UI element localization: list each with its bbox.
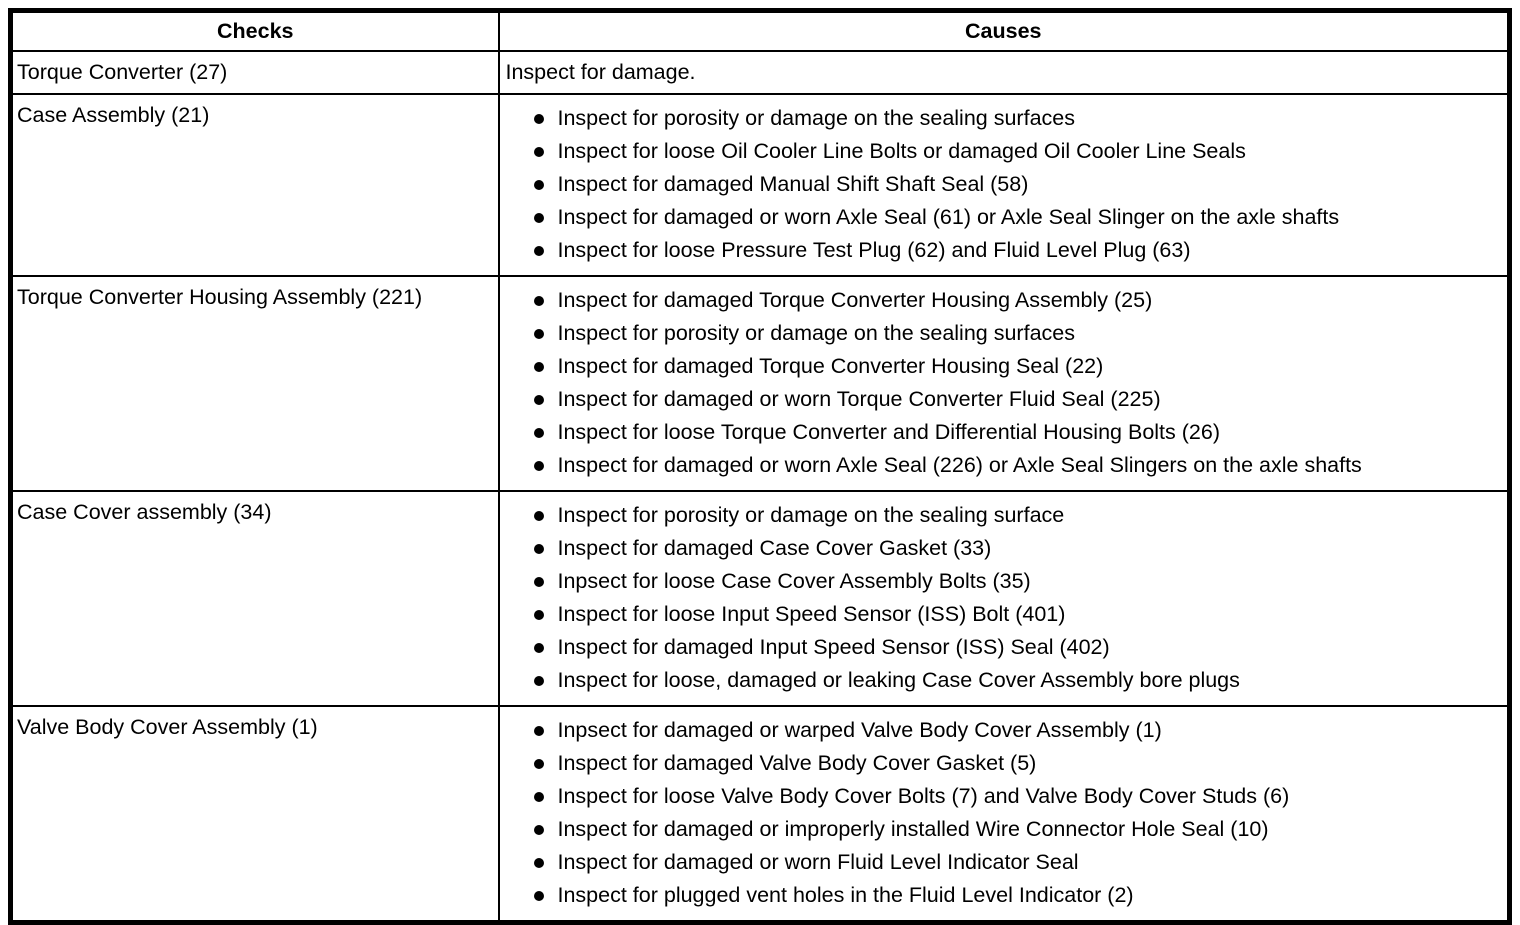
cause-text: Inspect for damaged or worn Axle Seal (6… [557, 205, 1340, 229]
cause-text: Inspect for damaged Torque Converter Hou… [557, 354, 1104, 378]
checks-causes-table: Checks Causes Torque Converter (27) Insp… [8, 8, 1512, 925]
cause-text: Inpsect for damaged or warped Valve Body… [557, 718, 1162, 742]
bullet-icon [533, 213, 544, 223]
bullet-icon [533, 147, 544, 157]
header-row: Checks Causes [9, 9, 1511, 52]
list-item: Inspect for porosity or damage on the se… [533, 317, 1502, 350]
cause-text: Inspect for damaged Manual Shift Shaft S… [557, 172, 1029, 196]
bullet-icon [533, 329, 544, 339]
bullet-icon [533, 643, 544, 653]
list-item: Inspect for loose, damaged or leaking Ca… [533, 664, 1502, 697]
cause-text: Inspect for loose Pressure Test Plug (62… [557, 238, 1191, 262]
bullet-icon [533, 395, 544, 405]
bullet-icon [533, 180, 544, 190]
cause-text: Inspect for damaged or worn Axle Seal (2… [557, 453, 1362, 477]
cause-text: Inpsect for loose Case Cover Assembly Bo… [557, 569, 1031, 593]
cause-text: Inspect for damaged Valve Body Cover Gas… [557, 751, 1037, 775]
bullet-icon [533, 610, 544, 620]
bullet-icon [533, 511, 544, 521]
cause-text: Inspect for damaged Torque Converter Hou… [557, 288, 1153, 312]
list-item: Inspect for damaged or worn Axle Seal (6… [533, 201, 1502, 234]
cause-text: Inspect for loose Valve Body Cover Bolts… [557, 784, 1290, 808]
bullet-icon [533, 246, 544, 256]
cause-text: Inspect for porosity or damage on the se… [557, 106, 1075, 130]
list-item: Inspect for damaged Valve Body Cover Gas… [533, 747, 1502, 780]
bullet-icon [533, 428, 544, 438]
bullet-icon [533, 461, 544, 471]
list-item: Inspect for damaged or worn Axle Seal (2… [533, 449, 1502, 482]
cause-list: Inspect for porosity or damage on the se… [506, 99, 1502, 271]
list-item: Inspect for damaged Manual Shift Shaft S… [533, 168, 1502, 201]
cause-cell: Inspect for porosity or damage on the se… [497, 490, 1511, 707]
list-item: Inspect for damaged or worn Torque Conve… [533, 383, 1502, 416]
list-item: Inspect for loose Oil Cooler Line Bolts … [533, 135, 1502, 168]
cause-text: Inspect for damaged or worn Torque Conve… [557, 387, 1161, 411]
bullet-icon [533, 544, 544, 554]
bullet-icon [533, 792, 544, 802]
bullet-icon [533, 759, 544, 769]
cause-text: Inspect for loose Oil Cooler Line Bolts … [557, 139, 1246, 163]
bullet-icon [533, 726, 544, 736]
check-label: Valve Body Cover Assembly (1) [9, 705, 500, 924]
list-item: Inspect for loose Input Speed Sensor (IS… [533, 598, 1502, 631]
cause-text-plain: Inspect for damage. [497, 50, 1511, 95]
cause-cell: Inspect for damaged Torque Converter Hou… [497, 275, 1511, 492]
cause-list: Inspect for porosity or damage on the se… [506, 496, 1502, 701]
bullet-icon [533, 577, 544, 587]
check-label: Torque Converter Housing Assembly (221) [9, 275, 500, 492]
check-label: Torque Converter (27) [9, 50, 500, 95]
list-item: Inspect for porosity or damage on the se… [533, 102, 1502, 135]
page: Checks Causes Torque Converter (27) Insp… [8, 8, 1512, 925]
list-item: Inspect for damaged Input Speed Sensor (… [533, 631, 1502, 664]
list-item: Inspect for damaged or improperly instal… [533, 813, 1502, 846]
cause-text: Inspect for damaged Input Speed Sensor (… [557, 635, 1110, 659]
cause-cell: Inspect for porosity or damage on the se… [497, 93, 1511, 277]
list-item: Inspect for porosity or damage on the se… [533, 499, 1502, 532]
table-row: Valve Body Cover Assembly (1) Inpsect fo… [9, 705, 1511, 924]
list-item: Inspect for damaged Torque Converter Hou… [533, 284, 1502, 317]
bullet-icon [533, 114, 544, 124]
table-row: Torque Converter Housing Assembly (221) … [9, 275, 1511, 492]
list-item: Inpsect for damaged or warped Valve Body… [533, 714, 1502, 747]
list-item: Inspect for damaged Torque Converter Hou… [533, 350, 1502, 383]
cause-text: Inspect for damaged or improperly instal… [557, 817, 1269, 841]
list-item: Inspect for damaged Case Cover Gasket (3… [533, 532, 1502, 565]
bullet-icon [533, 362, 544, 372]
list-item: Inspect for plugged vent holes in the Fl… [533, 879, 1502, 912]
cause-text: Inspect for porosity or damage on the se… [557, 321, 1075, 345]
list-item: Inspect for loose Torque Converter and D… [533, 416, 1502, 449]
bullet-icon [533, 296, 544, 306]
cause-list: Inpsect for damaged or warped Valve Body… [506, 711, 1502, 916]
bullet-icon [533, 825, 544, 835]
check-label: Case Assembly (21) [9, 93, 500, 277]
table-row: Case Cover assembly (34) Inspect for por… [9, 490, 1511, 707]
cause-cell: Inpsect for damaged or warped Valve Body… [497, 705, 1511, 924]
cause-text: Inspect for loose, damaged or leaking Ca… [557, 668, 1240, 692]
cause-text: Inspect for plugged vent holes in the Fl… [557, 883, 1134, 907]
cause-text: Inspect for loose Input Speed Sensor (IS… [557, 602, 1066, 626]
table-row: Torque Converter (27) Inspect for damage… [9, 50, 1511, 95]
list-item: Inspect for loose Pressure Test Plug (62… [533, 234, 1502, 267]
cause-list: Inspect for damaged Torque Converter Hou… [506, 281, 1502, 486]
cause-text: Inspect for porosity or damage on the se… [557, 503, 1065, 527]
table-row: Case Assembly (21) Inspect for porosity … [9, 93, 1511, 277]
list-item: Inpsect for loose Case Cover Assembly Bo… [533, 565, 1502, 598]
list-item: Inspect for damaged or worn Fluid Level … [533, 846, 1502, 879]
bullet-icon [533, 891, 544, 901]
bullet-icon [533, 676, 544, 686]
cause-text: Inspect for damaged Case Cover Gasket (3… [557, 536, 992, 560]
checks-column-header: Checks [9, 9, 500, 52]
list-item: Inspect for loose Valve Body Cover Bolts… [533, 780, 1502, 813]
bullet-icon [533, 858, 544, 868]
cause-text: Inspect for loose Torque Converter and D… [557, 420, 1220, 444]
causes-column-header: Causes [497, 9, 1511, 52]
check-label: Case Cover assembly (34) [9, 490, 500, 707]
cause-text: Inspect for damaged or worn Fluid Level … [557, 850, 1079, 874]
